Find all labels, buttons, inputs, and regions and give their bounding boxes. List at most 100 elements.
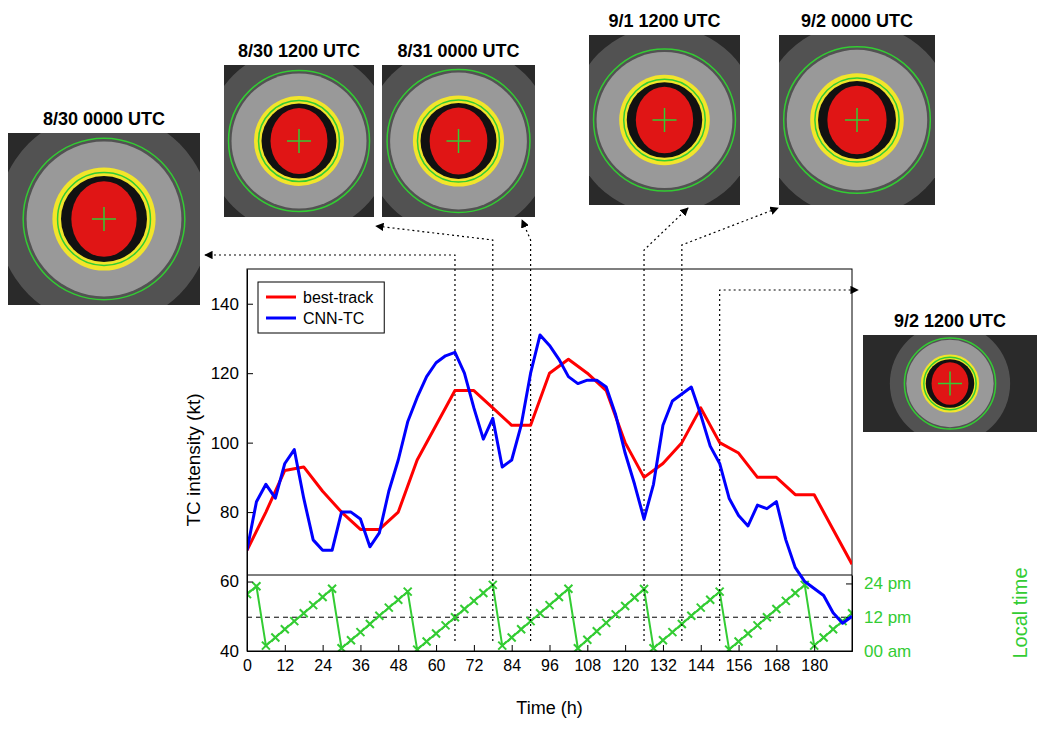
inset-title: 9/2 1200 UTC: [894, 311, 1006, 331]
axis-title: TC intensity (kt): [183, 393, 204, 526]
radius-circle: [815, 78, 899, 162]
tick-label: 108: [574, 657, 601, 674]
legend-swatch: [266, 296, 296, 299]
radius-circle: [259, 101, 340, 182]
tick: 140: [211, 295, 253, 314]
marker: [763, 613, 771, 621]
tick-mark: [625, 645, 626, 651]
marker: [649, 644, 657, 651]
radius-circle: [58, 173, 151, 266]
tick-label: 180: [801, 657, 828, 674]
marker: [668, 628, 676, 636]
marker: [460, 605, 468, 613]
tick: 144: [688, 645, 715, 674]
tick-mark: [512, 645, 513, 651]
tick: 60: [428, 645, 446, 674]
tick-label: 12 pm: [864, 608, 911, 627]
marker: [498, 642, 506, 650]
marker: [753, 621, 761, 629]
cloud-band: [787, 50, 927, 190]
radius-circle: [387, 70, 530, 213]
tick-label: 132: [650, 657, 677, 674]
marker: [546, 601, 554, 609]
marker: [366, 620, 374, 628]
satellite-image: [863, 335, 1037, 432]
legend-label: CNN-TC: [303, 310, 364, 327]
satellite-image: [8, 133, 200, 305]
marker: [479, 589, 487, 597]
colder-ring: [926, 359, 975, 408]
cold-ring: [810, 73, 904, 167]
marker: [536, 609, 544, 617]
reference-line: [247, 617, 852, 618]
tick: 40: [220, 642, 253, 661]
radius-circle: [784, 47, 931, 194]
annotation-line: [205, 255, 455, 641]
marker: [385, 604, 393, 612]
marker: [442, 621, 450, 629]
marker: [252, 582, 260, 590]
legend: best-trackCNN-TC: [258, 282, 384, 333]
cloud-band: [597, 52, 733, 188]
cloud-shield: [890, 335, 1010, 432]
tick-label: 140: [211, 295, 239, 314]
marker: [659, 636, 667, 644]
tick-mark: [474, 645, 475, 651]
inset-title: 8/30 0000 UTC: [43, 109, 165, 129]
marker: [791, 589, 799, 597]
cloud-shield: [224, 65, 374, 217]
tick: 84: [503, 645, 521, 674]
center-cross: [653, 108, 677, 132]
center-cross: [447, 129, 471, 153]
marker: [555, 593, 563, 601]
cloud-band: [27, 142, 182, 297]
tick-mark: [247, 443, 253, 444]
axis-title: Local time: [1009, 567, 1031, 658]
tick-mark: [398, 645, 399, 651]
radius-circle: [594, 49, 736, 191]
annotation-line: [720, 290, 858, 641]
cold-ring: [254, 96, 344, 186]
marker: [262, 642, 270, 650]
tick-mark: [247, 651, 253, 652]
marker: [338, 644, 346, 651]
marker: [621, 602, 629, 610]
tick-mark: [776, 645, 777, 651]
radius-circle: [624, 79, 706, 161]
legend-swatch: [266, 317, 296, 320]
radius-circle: [23, 138, 185, 300]
x2-axis: [248, 651, 853, 652]
series-line: [247, 335, 852, 623]
marker: [404, 588, 412, 596]
axis-line: [247, 270, 248, 652]
marker: [612, 610, 620, 618]
marker: [309, 601, 317, 609]
tick-label: 156: [726, 657, 753, 674]
marker: [631, 594, 639, 602]
colder-ring: [818, 81, 896, 159]
local-time-data: [247, 581, 852, 651]
tick-label: 12: [276, 657, 294, 674]
inset-title: 9/2 0000 UTC: [801, 11, 913, 31]
tick-mark: [663, 645, 664, 651]
tick-mark: [436, 645, 437, 651]
annotation-line: [682, 208, 778, 641]
cloud-shield: [8, 133, 200, 305]
tick: 12: [276, 645, 294, 674]
marker: [564, 585, 572, 593]
tick: 120: [612, 645, 639, 674]
tick-label: 40: [220, 642, 239, 661]
marker: [470, 597, 478, 605]
tick-label: 84: [503, 657, 521, 674]
tick: 80: [220, 503, 253, 522]
inset-title: 9/1 1200 UTC: [608, 11, 720, 31]
cold-ring: [921, 354, 979, 412]
tick-mark: [247, 512, 253, 513]
tick: 180: [801, 645, 828, 674]
satellite-image: [382, 65, 535, 217]
marker: [356, 628, 364, 636]
series-lines: [247, 335, 852, 623]
tick-label: 36: [352, 657, 370, 674]
tick: 00 am: [846, 642, 911, 661]
legend-box: [258, 282, 384, 333]
